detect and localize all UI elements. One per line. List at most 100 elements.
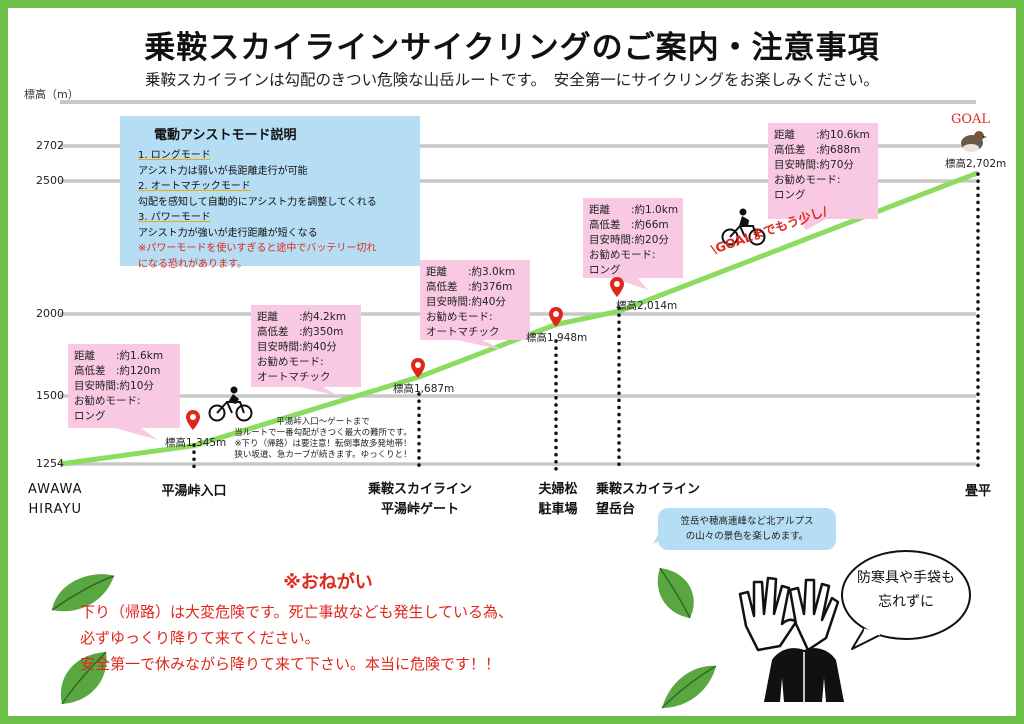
map-pin-icon (186, 410, 200, 430)
steep-section-note: 平湯峠入口～ゲートまで 当ルートで一番勾配がきつく最大の難所です。 ※下り（帰路… (228, 417, 418, 461)
segment-1-mode: ロング (74, 410, 106, 422)
segment-5-mode-label: お勧めモード: (774, 174, 841, 186)
callout-tail-1 (108, 426, 158, 440)
location-meotomatsu-line-1: 夫婦松 (538, 482, 578, 497)
segment-1-mode-label: お勧めモード: (74, 395, 141, 407)
assist-line-5: 3. パワーモード (138, 212, 211, 223)
segment-info-3: 距離 :約3.0km 高低差 :約376m 目安時間:約40分 お勧めモード: … (420, 260, 530, 340)
location-gate: 乗鞍スカイライン 平湯峠ゲート (360, 480, 480, 520)
y-tick-2500: 2500 (36, 174, 64, 187)
y-axis-unit-label: 標高（m） (24, 88, 79, 101)
gear-reminder-bubble-shape (841, 550, 971, 650)
segment-info-1: 距離 :約1.6km 高低差 :約120m 目安時間:約10分 お勧めモード: … (68, 344, 180, 428)
leaf-icon (661, 665, 717, 709)
assist-line-4: 勾配を感知して自動的にアシスト力を調整してくれる (138, 196, 377, 208)
elevation-label-4: 標高2,014m (616, 300, 678, 312)
steep-note-line-3: ※下り（帰路）は要注意！転倒事故多発地帯！ (234, 439, 412, 449)
dotted-markers (192, 172, 980, 472)
segment-3-distance: 距離 :約3.0km (426, 266, 516, 278)
segment-2-mode-label: お勧めモード: (257, 356, 324, 368)
location-meotomatsu-line-2: 駐車場 (538, 502, 578, 517)
location-bogakudai-line-1: 乗鞍スカイライン (596, 482, 701, 497)
request-body: 下り（帰路）は大変危険です。死亡事故なども発生している為、 必ずゆっくり降りて来… (80, 599, 513, 677)
location-gate-line-1: 乗鞍スカイライン (367, 482, 472, 497)
cyclist-icon (208, 386, 253, 422)
assist-line-6: アシスト力が強いが走行距離が短くなる (138, 227, 318, 239)
callout-tail-2 (288, 384, 338, 396)
segment-3-mode-label: お勧めモード: (426, 311, 493, 323)
goal-label: GOAL (951, 112, 991, 127)
location-bogakudai-line-2: 望岳台 (596, 502, 636, 517)
request-line-2: 必ずゆっくり降りて来てください。 (80, 629, 320, 647)
y-tick-2702: 2702 (36, 139, 64, 152)
map-pin-icon (411, 358, 425, 378)
gear-reminder-line-1: 防寒具や手袋も (857, 570, 955, 586)
segment-1-elevation-gain: 高低差 :約120m (74, 365, 161, 377)
map-pin-icon (549, 307, 563, 327)
alps-view-note: 笠岳や穂高連峰など北アルプス の山々の景色を楽しめます。 (658, 508, 836, 550)
segment-info-4: 距離 :約1.0km 高低差 :約66m 目安時間:約20分 お勧めモード: ロ… (583, 198, 683, 278)
alps-note-line-1: 笠岳や穂高連峰など北アルプス (680, 516, 814, 527)
segment-2-distance: 距離 :約4.2km (257, 311, 347, 323)
request-title: ※おねがい (283, 572, 373, 593)
segment-1-distance: 距離 :約1.6km (74, 350, 164, 362)
gear-reminder-line-2: 忘れずに (878, 594, 934, 610)
segment-2-mode: オートマチック (257, 371, 331, 383)
ptarmigan-icon (961, 131, 987, 152)
location-start-line-2: HIRAYU (28, 502, 82, 517)
segment-4-elevation-gain: 高低差 :約66m (589, 219, 669, 231)
location-gate-line-2: 平湯峠ゲート (380, 502, 459, 517)
segment-4-mode: ロング (589, 264, 621, 276)
y-tick-1500: 1500 (36, 389, 64, 402)
callout-tail-3 (448, 338, 503, 350)
steep-note-line-1: 平湯峠入口～ゲートまで (276, 417, 370, 427)
map-pin-icon (610, 277, 624, 297)
assist-warning-1: ※パワーモードを使いすぎると途中でバッテリー切れ (138, 243, 377, 254)
alps-note-line-2: の山々の景色を楽しめます。 (685, 531, 809, 542)
segment-5-distance: 距離 :約10.6km (774, 129, 870, 141)
assist-warning-2: になる恐れがあります。 (138, 258, 247, 270)
segment-4-distance: 距離 :約1.0km (589, 204, 679, 216)
location-tatamidaira: 畳平 (964, 484, 991, 499)
steep-note-line-4: 狭い坂道、急カーブが続きます。ゆっくりと！ (234, 450, 412, 460)
segment-info-5: 距離 :約10.6km 高低差 :約688m 目安時間:約70分 お勧めモード:… (768, 123, 878, 219)
assist-line-1: 1. ロングモード (138, 150, 211, 161)
segment-3-elevation-gain: 高低差 :約376m (426, 281, 513, 293)
assist-line-2: アシスト力は弱いが長距離走行が可能 (138, 165, 308, 177)
segment-4-mode-label: お勧めモード: (589, 249, 656, 261)
segment-5-elevation-gain: 高低差 :約688m (774, 144, 861, 156)
location-hirayu-toge: 平湯峠入口 (161, 484, 227, 499)
page-title: 乗鞍スカイラインサイクリングのご案内・注意事項 (144, 30, 880, 66)
elevation-label-1: 標高1,345m (165, 437, 227, 449)
leaf-icon (60, 651, 107, 705)
assist-line-3: 2. オートマチックモード (138, 181, 251, 192)
request-line-3: 安全第一で休みながら降りて来て下さい。本当に危険です！！ (80, 655, 501, 673)
segment-1-time: 目安時間:約10分 (74, 380, 154, 392)
location-start: AWAWA HIRAYU (28, 480, 83, 520)
location-bogakudai: 乗鞍スカイライン 望岳台 (596, 480, 716, 520)
assist-mode-title: 電動アシストモード説明 (154, 128, 297, 143)
y-tick-2000: 2000 (36, 307, 64, 320)
assist-mode-body: 1. ロングモード アシスト力は弱いが長距離走行が可能 2. オートマチックモー… (138, 148, 377, 272)
location-start-line-1: AWAWA (28, 482, 83, 497)
y-tick-1254: 1254 (36, 457, 64, 470)
callout-tail-5 (798, 218, 828, 230)
gear-reminder-text: 防寒具や手袋も 忘れずに (846, 566, 966, 614)
request-line-1: 下り（帰路）は大変危険です。死亡事故なども発生している為、 (80, 603, 514, 621)
segment-5-time: 目安時間:約70分 (774, 159, 854, 171)
assist-mode-panel: 電動アシストモード説明 1. ロングモード アシスト力は弱いが長距離走行が可能 … (120, 116, 420, 270)
segment-5-mode: ロング (774, 189, 806, 201)
page: 乗鞍スカイラインサイクリングのご案内・注意事項 乗鞍スカイラインは勾配のきつい危… (8, 8, 1016, 716)
gloves-jacket-icon (738, 576, 844, 702)
elevation-label-3: 標高1,948m (526, 332, 588, 344)
steep-note-line-2: 当ルートで一番勾配がきつく最大の難所です。 (234, 428, 412, 438)
leaf-icon (657, 567, 694, 619)
segment-4-time: 目安時間:約20分 (589, 234, 669, 246)
segment-3-time: 目安時間:約40分 (426, 296, 506, 308)
leaf-icon (51, 574, 115, 612)
elevation-label-5: 標高2,702m (945, 158, 1007, 170)
segment-info-2: 距離 :約4.2km 高低差 :約350m 目安時間:約40分 お勧めモード: … (251, 305, 361, 387)
page-subtitle: 乗鞍スカイラインは勾配のきつい危険な山岳ルートです。 安全第一にサイクリングをお… (145, 71, 879, 89)
route-elevation-line (59, 170, 979, 467)
location-meotomatsu: 夫婦松 駐車場 (530, 480, 586, 520)
